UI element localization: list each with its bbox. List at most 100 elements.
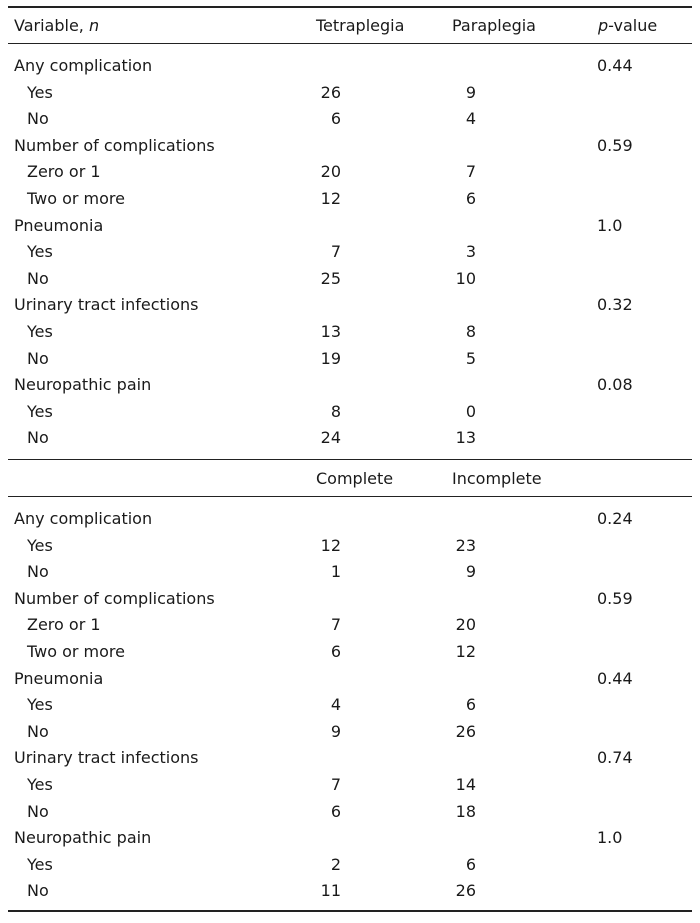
table-row: Number of complications 0.59 [0,585,700,612]
row-sublabel: No [27,109,49,129]
cell-value-group1: 1 [330,562,341,582]
cell-pvalue: 0.32 [597,295,633,315]
cell-value-group1: 6 [330,642,341,661]
table-row: Urinary tract infections 0.74 [0,744,700,771]
cell-value-group2: 9 [465,82,476,102]
cell-value-group1: 13 [320,322,341,341]
cell-value-group2: 4 [465,109,476,129]
cell-value-group1: 24 [320,428,341,448]
table-row: Pneumonia 0.44 [0,665,700,692]
row-sublabel: Yes [27,535,53,555]
row-sublabel: Two or more [27,642,125,661]
table-row: No 6 4 [0,105,700,132]
header-incomplete: Incomplete [452,469,542,488]
table-row: Neuropathic pain 0.08 [0,371,700,398]
table-row: No 25 10 [0,265,700,292]
table-row: Yes 7 14 [0,771,700,798]
table-row: Zero or 1 7 20 [0,611,700,638]
cell-value-group2: 6 [465,695,476,715]
cell-value-group2: 23 [455,535,476,555]
row-sublabel: Yes [27,695,53,715]
table-row: Any complication 0.24 [0,505,700,532]
table-row: No 11 26 [0,877,700,904]
row-label: Pneumonia [14,215,104,235]
table-row: Yes 2 6 [0,851,700,878]
cell-pvalue: 0.74 [597,748,633,768]
cell-value-group1: 6 [330,801,341,821]
cell-value-group2: 8 [465,322,476,341]
cell-value-group2: 7 [465,162,476,182]
row-sublabel: Zero or 1 [27,615,101,635]
row-sublabel: No [27,881,49,901]
cell-value-group1: 26 [320,82,341,102]
table-row: Zero or 1 20 7 [0,158,700,185]
cell-pvalue: 0.24 [597,509,633,528]
cell-value-group2: 13 [455,428,476,448]
table-row: Any complication 0.44 [0,52,700,79]
row-sublabel: Zero or 1 [27,162,101,182]
table-row: No 24 13 [0,424,700,451]
cell-value-group1: 7 [330,242,341,262]
header-tetraplegia: Tetraplegia [316,16,405,35]
header-paraplegia: Paraplegia [452,16,536,35]
row-sublabel: Yes [27,401,53,421]
table-row: Yes 12 23 [0,532,700,559]
row-label: Any complication [14,509,153,528]
header-rule [8,43,692,44]
table-row: No 9 26 [0,718,700,745]
cell-value-group1: 9 [330,721,341,741]
header-variable-text: Variable, [14,16,84,35]
row-sublabel: No [27,428,49,448]
cell-value-group1: 11 [320,881,341,901]
header-n: n [88,16,100,35]
cell-pvalue: 1.0 [597,828,623,848]
table-row: Neuropathic pain 1.0 [0,824,700,851]
cell-value-group1: 25 [320,268,341,288]
row-label: Urinary tract infections [14,748,199,768]
header-pvalue-suffix: -value [608,16,658,35]
cell-value-group2: 0 [465,401,476,421]
header-variable: Variable, n [14,16,99,36]
row-sublabel: Yes [27,775,53,794]
row-sublabel: No [27,721,49,741]
bottom-rule [8,910,692,912]
cell-value-group2: 9 [465,562,476,582]
row-sublabel: Yes [27,854,53,874]
table-row: Yes 13 8 [0,318,700,345]
cell-value-group1: 8 [330,401,341,421]
cell-value-group2: 12 [455,642,476,661]
cell-value-group1: 7 [330,775,341,794]
row-label: Neuropathic pain [14,375,152,395]
cell-value-group1: 19 [320,348,341,368]
row-sublabel: No [27,801,49,821]
table-row: Yes 4 6 [0,691,700,718]
cell-value-group1: 7 [330,615,341,635]
cell-pvalue: 0.59 [597,135,633,155]
cell-value-group2: 10 [455,268,476,288]
row-label: Urinary tract infections [14,295,199,315]
header-complete: Complete [316,469,394,488]
cell-pvalue: 0.59 [597,588,633,608]
cell-value-group1: 4 [330,695,341,715]
header-p: p [598,16,609,35]
table-row: No 6 18 [0,798,700,825]
cell-value-group2: 3 [465,242,476,262]
row-sublabel: Yes [27,322,53,341]
table-row: Two or more 6 12 [0,638,700,665]
row-label: Pneumonia [14,668,104,688]
table-row: Yes 8 0 [0,398,700,425]
cell-value-group2: 5 [465,348,476,368]
cell-pvalue: 0.44 [597,668,633,688]
row-sublabel: No [27,268,49,288]
table-row: Two or more 12 6 [0,185,700,212]
cell-value-group1: 12 [320,189,341,208]
row-label: Number of complications [14,135,215,155]
cell-value-group2: 20 [455,615,476,635]
header-pvalue: p-value [598,16,657,36]
cell-pvalue: 1.0 [597,215,623,235]
row-label: Number of complications [14,588,215,608]
table-row: Number of complications 0.59 [0,132,700,159]
top-rule [8,6,692,8]
cell-value-group2: 26 [455,881,476,901]
